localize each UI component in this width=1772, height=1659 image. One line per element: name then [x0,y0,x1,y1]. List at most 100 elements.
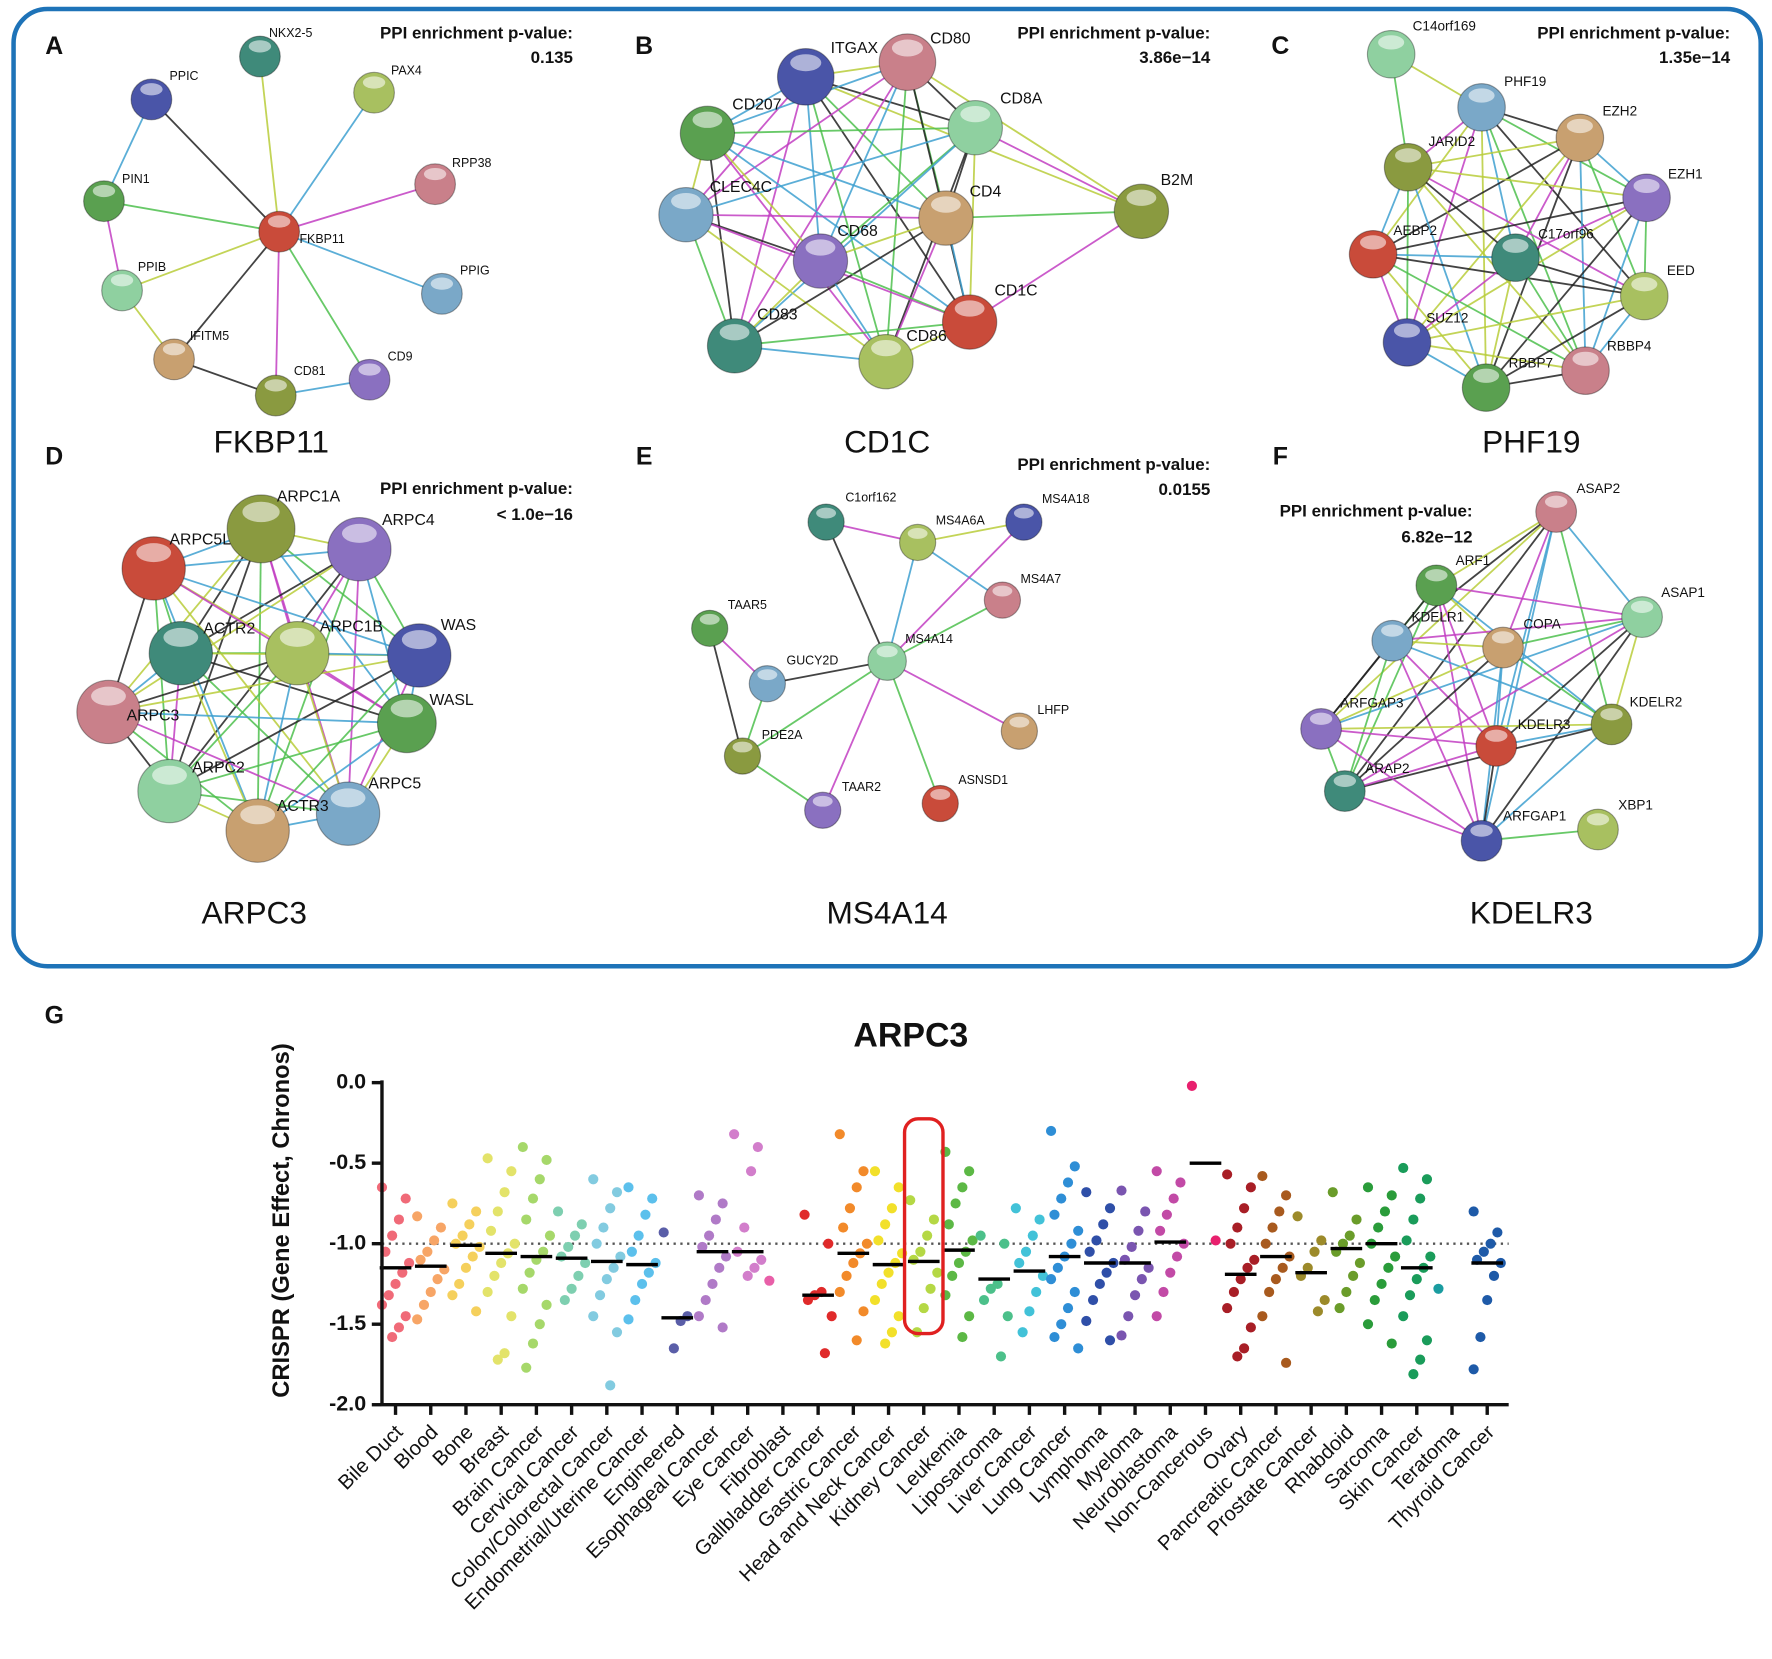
edge [260,528,408,724]
data-point [643,1267,654,1278]
node-highlight [1586,813,1610,826]
data-point [559,1294,570,1306]
data-point [415,1254,426,1265]
panel-letter: F [1273,442,1288,470]
data-point [1327,1187,1338,1198]
data-point [1475,1331,1486,1343]
node-label: CD86 [906,328,947,345]
node-label: LHFP [1037,703,1069,717]
node-highlight [362,76,386,89]
node-highlight [136,543,172,563]
edge [1344,616,1643,792]
node-label: XBP1 [1618,797,1653,812]
node-highlight [1013,507,1034,519]
y-tick-label: -1.0 [329,1230,366,1254]
node-highlight [1381,624,1404,637]
data-point [697,1241,708,1252]
edge [886,521,1025,662]
edge [821,660,888,811]
data-point [387,1230,398,1241]
node-label: EZH2 [1602,103,1637,118]
data-point [447,1290,458,1301]
data-point [534,1319,545,1330]
edge [1344,790,1482,842]
node-label: PIN1 [122,172,150,186]
pvalue: 6.82e−12 [1401,527,1472,546]
edge [1480,107,1487,388]
edge [1407,136,1581,169]
data-point [1056,1193,1067,1204]
data-point [1126,1241,1137,1252]
data-point [1390,1251,1401,1262]
node-label: PHF19 [1504,74,1546,89]
data-point [464,1219,475,1230]
data-point [1274,1206,1285,1217]
edge [169,722,408,792]
edge [103,200,280,233]
data-point [1398,1162,1409,1174]
data-point [576,1219,587,1230]
data-point [506,1311,517,1322]
edge [1321,723,1612,730]
node-highlight [240,805,276,825]
edge [1320,511,1557,730]
node-highlight [790,54,822,72]
edge [1406,341,1586,372]
node-highlight [954,300,985,317]
edge [805,76,947,219]
pvalue-label: PPI enrichment p-value: [1017,23,1210,42]
data-point [598,1222,609,1233]
data-point [1468,1206,1479,1217]
data-point [482,1286,493,1298]
data-point [435,1222,447,1233]
node-highlight [1491,631,1515,644]
data-point [1404,1290,1416,1301]
panel-letter: D [45,442,63,470]
node-label: MS4A18 [1042,492,1090,506]
chart-title: ARPC3 [853,1016,968,1054]
data-point [1408,1369,1419,1380]
data-point [658,1227,669,1238]
data-point [482,1153,493,1164]
node-highlight [1333,774,1357,788]
data-point [1415,1354,1426,1365]
edge [804,76,887,362]
data-point [975,1230,986,1241]
data-point [752,1141,763,1153]
data-point [918,1303,929,1314]
data-point [404,1257,415,1269]
pvalue: 3.86e−14 [1139,48,1211,67]
edge [706,132,887,363]
data-point [1309,1246,1320,1257]
edge [180,548,360,654]
data-point [1257,1170,1268,1182]
data-point [400,1193,411,1204]
data-point [922,1230,933,1241]
pvalue-label: PPI enrichment p-value: [1537,23,1730,42]
edge [1320,616,1643,730]
node-label: KDELR1 [1411,610,1464,625]
data-point [1014,1257,1025,1269]
node-label: GUCY2D [787,653,839,667]
data-point [1094,1278,1105,1290]
data-point [454,1278,465,1290]
edge [1344,745,1497,792]
data-point [1408,1214,1419,1225]
node-label: ITGAX [831,40,879,57]
edge [685,213,946,220]
edge [1485,295,1645,389]
node-highlight [757,669,778,681]
data-point [1024,1306,1035,1317]
data-point [978,1294,990,1306]
edge [1578,137,1587,371]
node-label: TAAR2 [842,780,881,794]
edge [733,76,807,347]
y-tick-label: -0.5 [329,1150,366,1174]
edge [107,548,360,713]
node-label: C14orf169 [1413,19,1476,34]
edge [107,528,262,713]
data-point [932,1267,943,1278]
node-label: ARPC1A [277,488,341,505]
edge [153,567,420,657]
node-label: CD83 [757,306,798,323]
